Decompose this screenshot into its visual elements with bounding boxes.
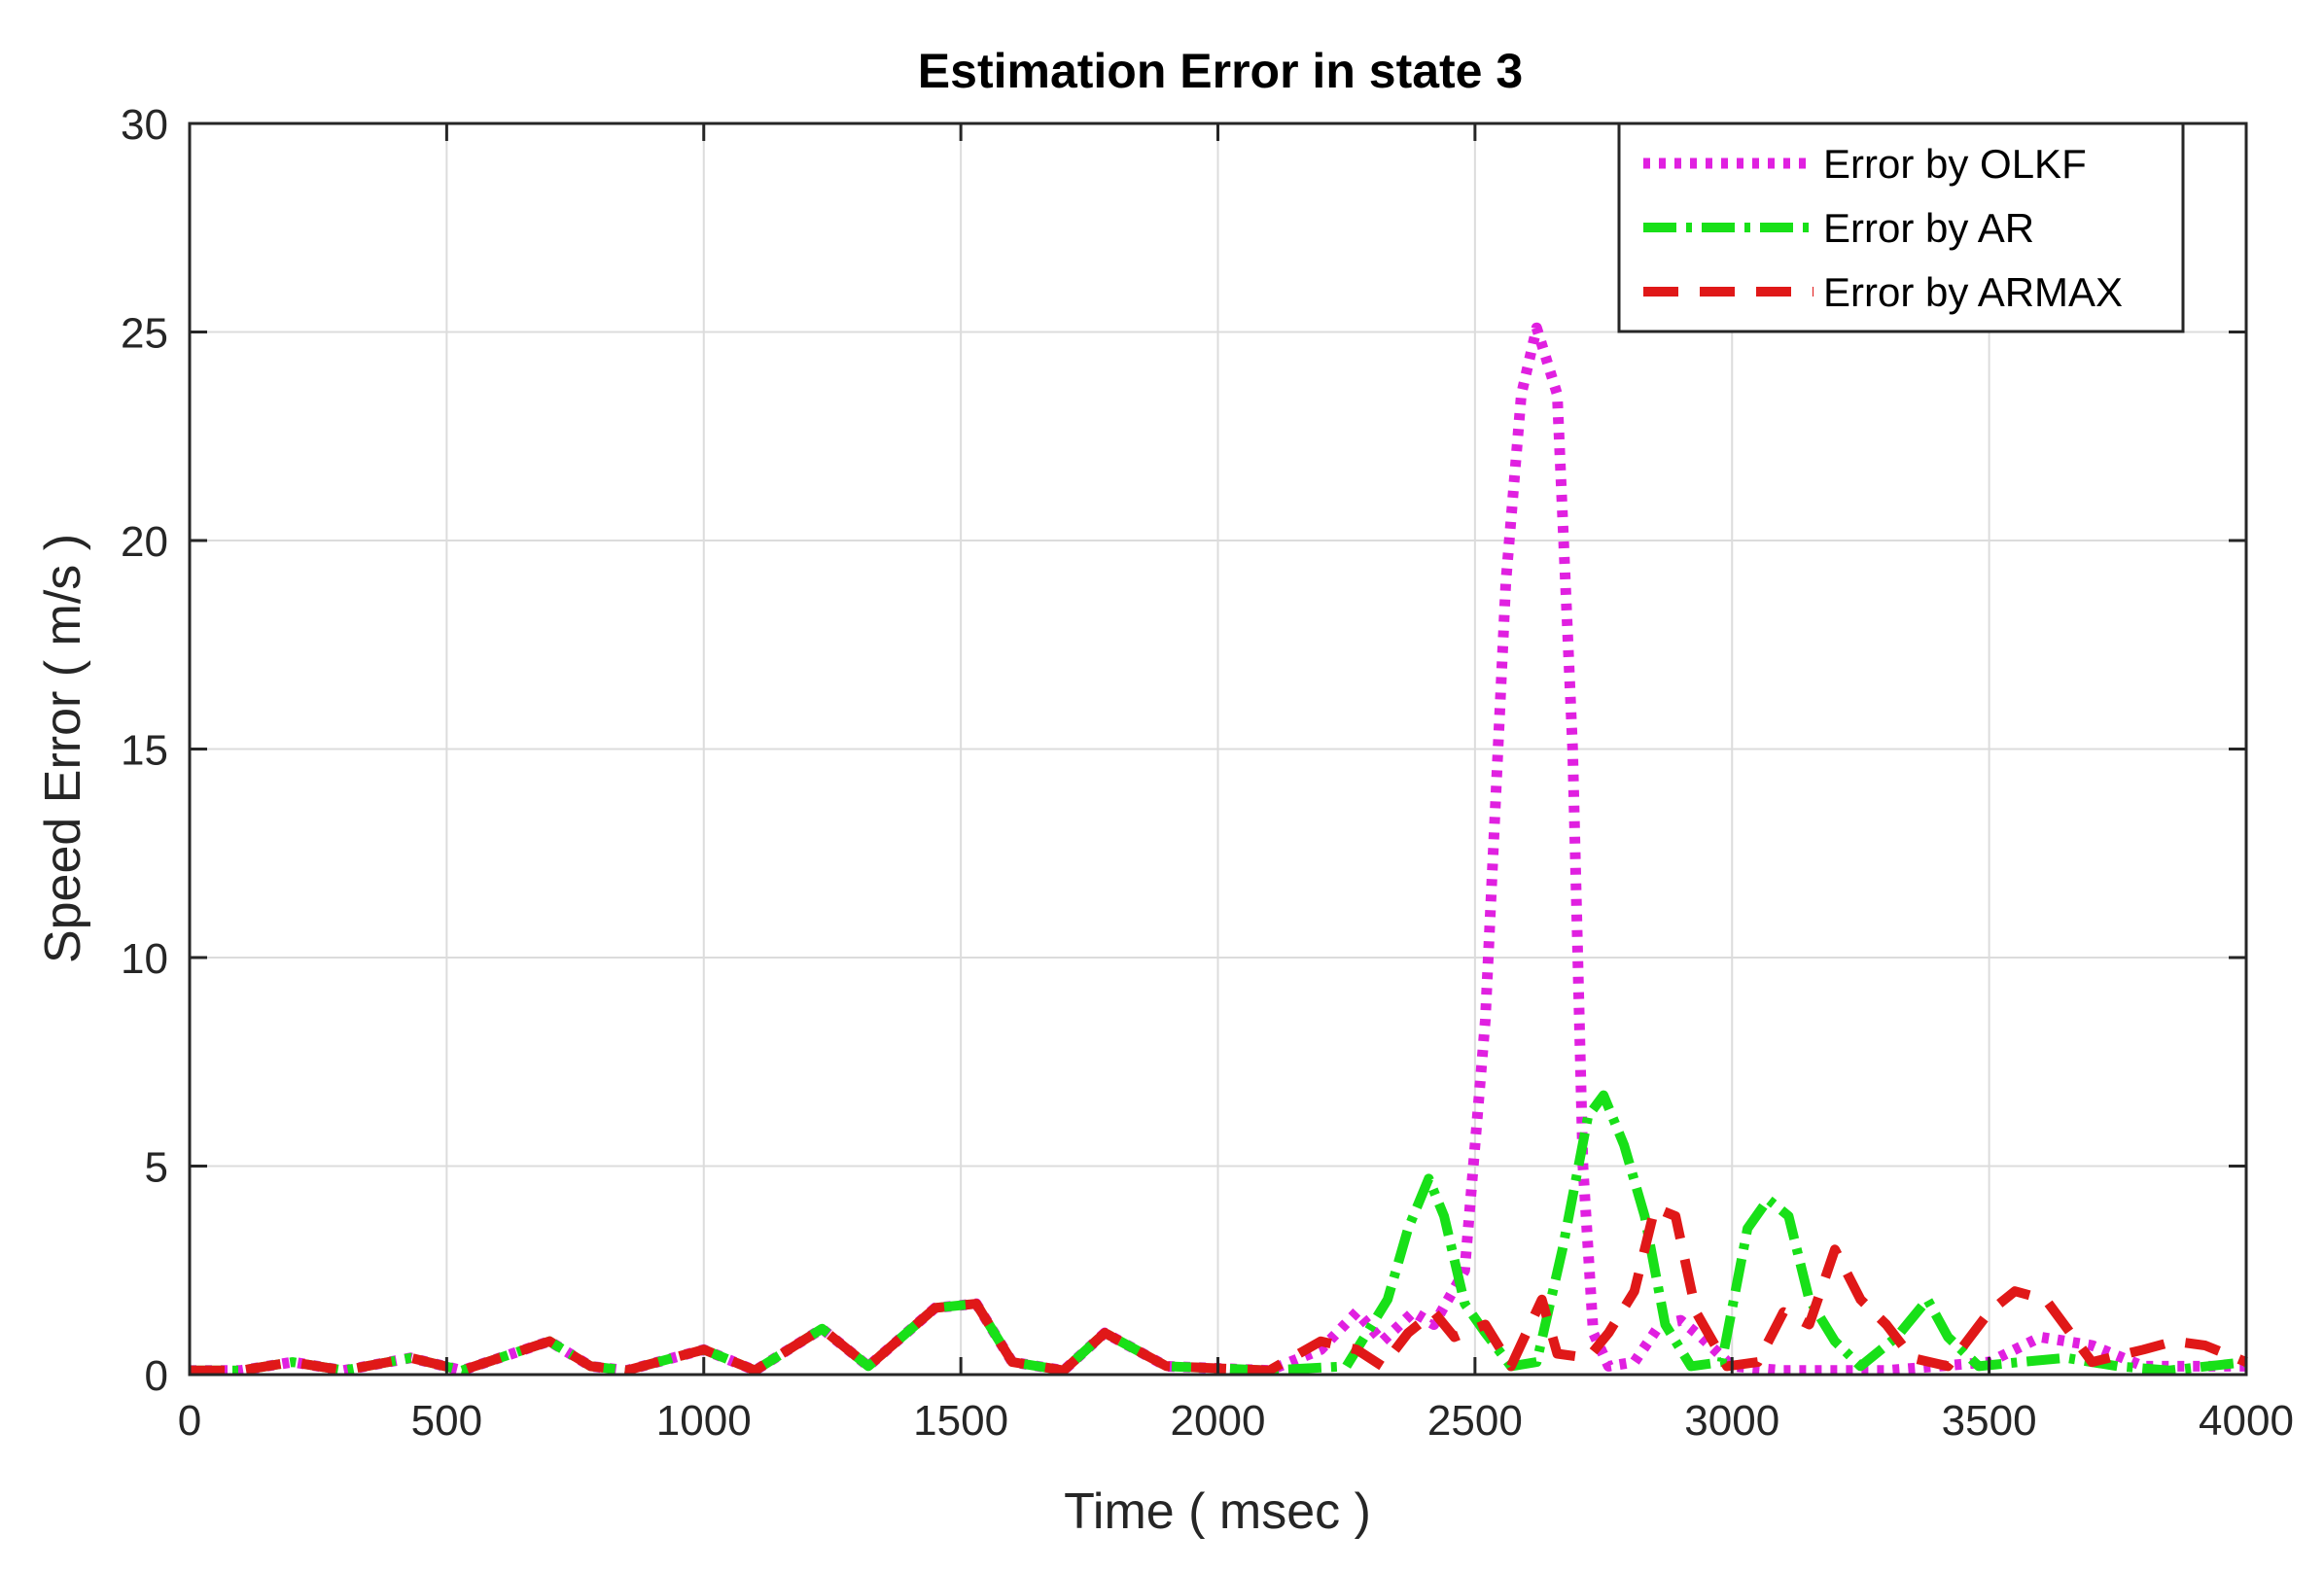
y-tick-label: 15 xyxy=(121,727,168,775)
x-tick-label: 4000 xyxy=(2199,1397,2294,1445)
legend-items: Error by OLKF Error by AR Error by ARMAX xyxy=(1643,141,2123,315)
series-line-error-by-ar xyxy=(190,1090,2247,1376)
y-tick-label: 5 xyxy=(145,1144,168,1192)
x-tick-label: 2000 xyxy=(1171,1397,1266,1445)
x-tick-label: 0 xyxy=(178,1397,201,1445)
series-line-error-by-armax xyxy=(190,1203,2248,1376)
legend-label: Error by AR xyxy=(1823,205,2034,251)
x-tick-label: 500 xyxy=(411,1397,482,1445)
x-tick-label: 2500 xyxy=(1427,1397,1523,1445)
y-tick-label: 10 xyxy=(121,935,168,983)
legend-label: Error by ARMAX xyxy=(1823,269,2123,315)
x-tick-label: 1500 xyxy=(913,1397,1008,1445)
x-axis-title: Time ( msec ) xyxy=(1064,1483,1371,1540)
y-tick-label: 25 xyxy=(121,310,168,358)
y-tick-label: 20 xyxy=(121,518,168,566)
y-tick-labels: 0 5 10 15 20 25 30 xyxy=(121,101,168,1400)
y-tick-label: 0 xyxy=(145,1352,168,1400)
x-tick-label: 3500 xyxy=(1942,1397,2037,1445)
x-tick-labels: 0 500 1000 1500 2000 2500 3000 3500 4000 xyxy=(178,1397,2294,1445)
y-tick-label: 30 xyxy=(121,101,168,149)
y-axis-title: Speed Error ( m/s ) xyxy=(35,534,91,963)
series-layer xyxy=(190,322,2248,1377)
tick-marks xyxy=(188,122,2248,1377)
legend: Error by OLKF Error by AR Error by ARMAX xyxy=(1617,122,2185,333)
x-tick-label: 1000 xyxy=(656,1397,752,1445)
legend-label: Error by OLKF xyxy=(1823,141,2087,187)
chart-title: Estimation Error in state 3 xyxy=(918,44,1523,98)
x-tick-label: 3000 xyxy=(1684,1397,1779,1445)
